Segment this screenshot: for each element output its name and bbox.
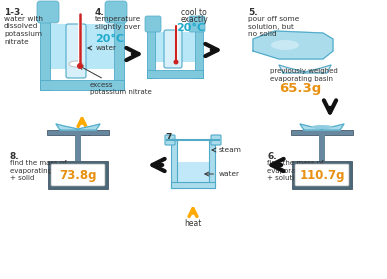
Polygon shape [56,124,100,130]
Text: 65.3g: 65.3g [279,82,321,95]
FancyBboxPatch shape [295,164,349,186]
Text: 6.: 6. [267,152,277,161]
FancyBboxPatch shape [155,32,195,62]
FancyBboxPatch shape [75,135,81,161]
Ellipse shape [271,40,299,50]
Text: 20°C: 20°C [96,34,125,44]
Polygon shape [195,28,203,78]
Text: water: water [88,45,117,51]
Polygon shape [114,18,124,90]
Text: 20°C: 20°C [176,23,205,33]
FancyBboxPatch shape [165,135,175,145]
Text: find the mass of
evaporating basin
+ solid: find the mass of evaporating basin + sol… [10,160,73,181]
FancyBboxPatch shape [48,161,108,189]
FancyBboxPatch shape [50,24,114,69]
Text: 7.: 7. [165,133,175,142]
Polygon shape [171,140,177,188]
FancyBboxPatch shape [47,130,109,135]
FancyBboxPatch shape [175,162,211,186]
Polygon shape [279,65,331,73]
Polygon shape [300,124,344,130]
Text: find the mass of
evaporating basin
+ solution: find the mass of evaporating basin + sol… [267,160,330,181]
Text: cool to: cool to [181,8,207,17]
FancyBboxPatch shape [292,161,352,189]
Text: temperature
slightly over: temperature slightly over [95,16,141,30]
FancyBboxPatch shape [211,135,221,145]
Text: 5.: 5. [248,8,258,17]
Polygon shape [147,70,203,78]
Text: 73.8g: 73.8g [59,170,97,182]
FancyBboxPatch shape [189,16,205,32]
Text: water: water [205,171,240,177]
Ellipse shape [311,125,333,129]
Text: excess
potassium nitrate: excess potassium nitrate [79,66,152,95]
FancyBboxPatch shape [66,24,86,78]
Circle shape [173,59,178,64]
Text: 8.: 8. [10,152,20,161]
FancyBboxPatch shape [164,30,182,68]
Ellipse shape [69,61,83,67]
FancyBboxPatch shape [51,164,105,186]
Circle shape [77,63,83,69]
Text: 1-3.: 1-3. [4,8,24,17]
FancyBboxPatch shape [291,130,353,135]
FancyBboxPatch shape [37,1,59,23]
Polygon shape [147,28,155,78]
Polygon shape [40,80,124,90]
FancyBboxPatch shape [319,135,325,161]
Text: previously weighed
evaporating basin: previously weighed evaporating basin [270,68,338,81]
Text: water with
dissolved
potassium
nitrate: water with dissolved potassium nitrate [4,16,43,44]
FancyBboxPatch shape [105,1,127,23]
Text: heat: heat [184,219,202,228]
Text: pour off some
solution, but
no solid: pour off some solution, but no solid [248,16,299,37]
Polygon shape [253,31,333,59]
Text: steam: steam [212,147,242,153]
FancyBboxPatch shape [145,16,161,32]
Text: exactly: exactly [181,15,209,24]
Polygon shape [40,18,50,90]
Text: 4.: 4. [95,8,105,17]
Polygon shape [209,140,215,188]
Text: heat: heat [73,129,91,138]
Text: 110.7g: 110.7g [299,170,345,182]
Polygon shape [171,182,215,188]
